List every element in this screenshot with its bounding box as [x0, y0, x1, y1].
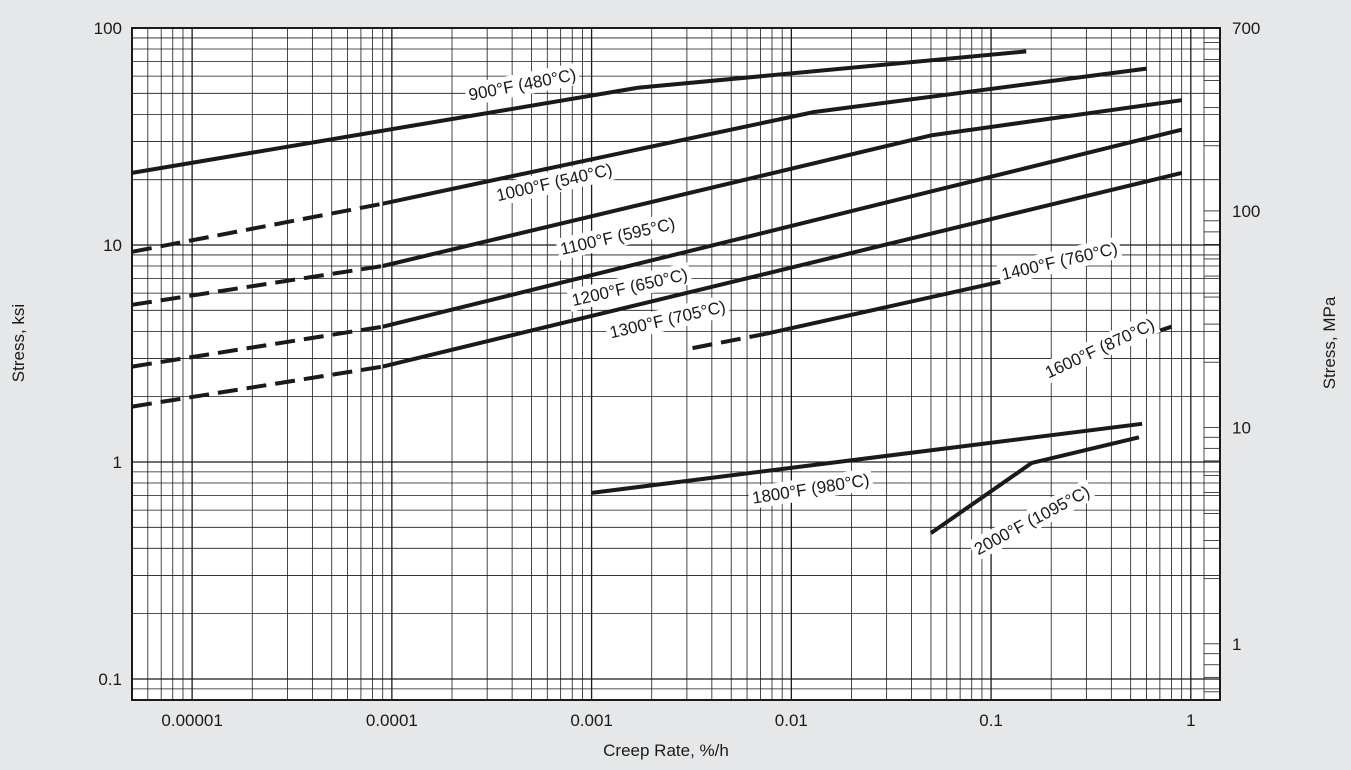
series-line — [131, 49, 1027, 175]
x-tick-label: 0.01 — [775, 711, 808, 730]
curve-label-bg — [996, 236, 1123, 286]
y-left-tick-label: 0.1 — [98, 670, 122, 689]
y-right-tick-label: 700 — [1232, 19, 1260, 38]
series-segment-solid — [382, 127, 1183, 329]
x-tick-label: 0.1 — [979, 711, 1003, 730]
series-segment-solid — [131, 49, 1027, 175]
x-axis-title: Creep Rate, %/h — [603, 741, 729, 760]
curve-label-bg — [463, 62, 581, 107]
series-segment-solid — [382, 66, 1147, 206]
series-segment-solid — [591, 421, 1143, 495]
y-right-tick-label: 10 — [1232, 418, 1251, 437]
series-line — [131, 127, 1183, 369]
plot-frame — [131, 27, 1221, 701]
y-right-axis-title: Stress, MPa — [1320, 296, 1339, 389]
series-line — [929, 435, 1140, 535]
y-left-axis-title: Stress, ksi — [9, 304, 28, 382]
y-left-tick-label: 1 — [113, 453, 122, 472]
series-segment-solid — [382, 170, 1183, 369]
y-left-tick-label: 100 — [94, 19, 122, 38]
curve-label-bg — [604, 294, 731, 344]
y-right-tick-label: 100 — [1232, 202, 1260, 221]
curve-label-bg — [1038, 311, 1161, 385]
series-segment-dashed — [131, 201, 384, 254]
series-segment-dashed — [692, 331, 767, 351]
x-tick-label: 1 — [1186, 711, 1195, 730]
curve-label-bg — [491, 157, 618, 207]
x-tick-label: 0.00001 — [161, 711, 222, 730]
y-left-tick-label: 10 — [103, 236, 122, 255]
curve-label-bg — [555, 211, 681, 261]
series-segment-solid — [382, 98, 1182, 268]
x-tick-label: 0.0001 — [366, 711, 418, 730]
series-segment-dashed — [131, 324, 384, 369]
curve-label-bg — [747, 467, 874, 510]
curve-label-bg — [566, 262, 693, 312]
series-line — [131, 66, 1147, 254]
series-segment-dashed — [131, 264, 384, 307]
series-line — [591, 421, 1143, 495]
series-line — [131, 170, 1183, 409]
series-line — [131, 98, 1182, 307]
x-tick-label: 0.001 — [570, 711, 613, 730]
series-segment-dashed — [131, 364, 384, 409]
series-segment-solid — [929, 435, 1140, 535]
curve-label-bg — [967, 478, 1097, 562]
y-right-tick-label: 1 — [1232, 635, 1241, 654]
